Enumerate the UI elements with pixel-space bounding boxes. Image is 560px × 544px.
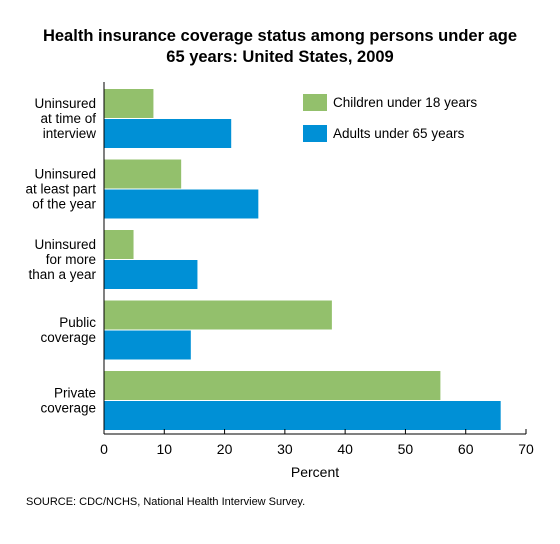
category-label-3: Uninsured for more than a year	[28, 237, 96, 282]
category-label-5: Private coverage	[40, 386, 96, 416]
category-label-1-line-1: Uninsured	[34, 96, 96, 111]
chart-title-line-1: Health insurance coverage status among p…	[42, 27, 518, 45]
category-label-1-line-2: at time of	[40, 111, 96, 126]
x-axis-label: Percent	[291, 464, 339, 480]
bar-adults-4	[104, 330, 191, 360]
x-tick-label-30: 30	[277, 441, 293, 457]
chart-title: Health insurance coverage status among p…	[0, 26, 560, 68]
category-label-5-line-2: coverage	[40, 401, 96, 416]
category-label-2: Uninsured at least part of the year	[25, 167, 96, 212]
category-label-2-line-1: Uninsured	[34, 167, 96, 182]
x-tick-label-70: 70	[518, 441, 534, 457]
category-label-1-line-3: interview	[43, 126, 97, 141]
category-label-2-line-2: at least part	[25, 182, 96, 197]
x-tick-label-10: 10	[156, 441, 172, 457]
category-label-4: Public coverage	[40, 315, 96, 345]
legend-swatch-adults	[303, 125, 327, 142]
category-label-1: Uninsured at time of interview	[34, 96, 96, 141]
category-label-4-line-2: coverage	[40, 330, 96, 345]
x-tick-label-20: 20	[217, 441, 233, 457]
category-label-3-line-1: Uninsured	[34, 237, 96, 252]
category-label-2-line-3: of the year	[32, 197, 96, 212]
category-label-3-line-3: than a year	[28, 267, 96, 282]
legend-swatch-children	[303, 94, 327, 111]
legend-label-adults: Adults under 65 years	[333, 126, 465, 141]
bar-adults-3	[104, 260, 198, 289]
source-note: SOURCE: CDC/NCHS, National Health Interv…	[26, 496, 306, 508]
bar-adults-1	[104, 119, 232, 148]
x-tick-label-40: 40	[337, 441, 353, 457]
bar-children-3	[104, 230, 134, 259]
category-label-3-line-2: for more	[46, 252, 96, 267]
category-label-5-line-1: Private	[54, 386, 96, 401]
legend-label-children: Children under 18 years	[333, 95, 477, 110]
x-tick-label-0: 0	[100, 441, 108, 457]
bar-children-5	[104, 371, 441, 400]
x-tick-label-50: 50	[398, 441, 414, 457]
bar-children-1	[104, 89, 154, 118]
category-label-4-line-1: Public	[59, 315, 96, 330]
bar-children-4	[104, 300, 332, 330]
bar-adults-5	[104, 401, 501, 430]
x-tick-label-60: 60	[458, 441, 474, 457]
bar-adults-2	[104, 189, 259, 219]
bar-children-2	[104, 159, 182, 189]
chart-title-line-2: 65 years: United States, 2009	[166, 48, 394, 66]
